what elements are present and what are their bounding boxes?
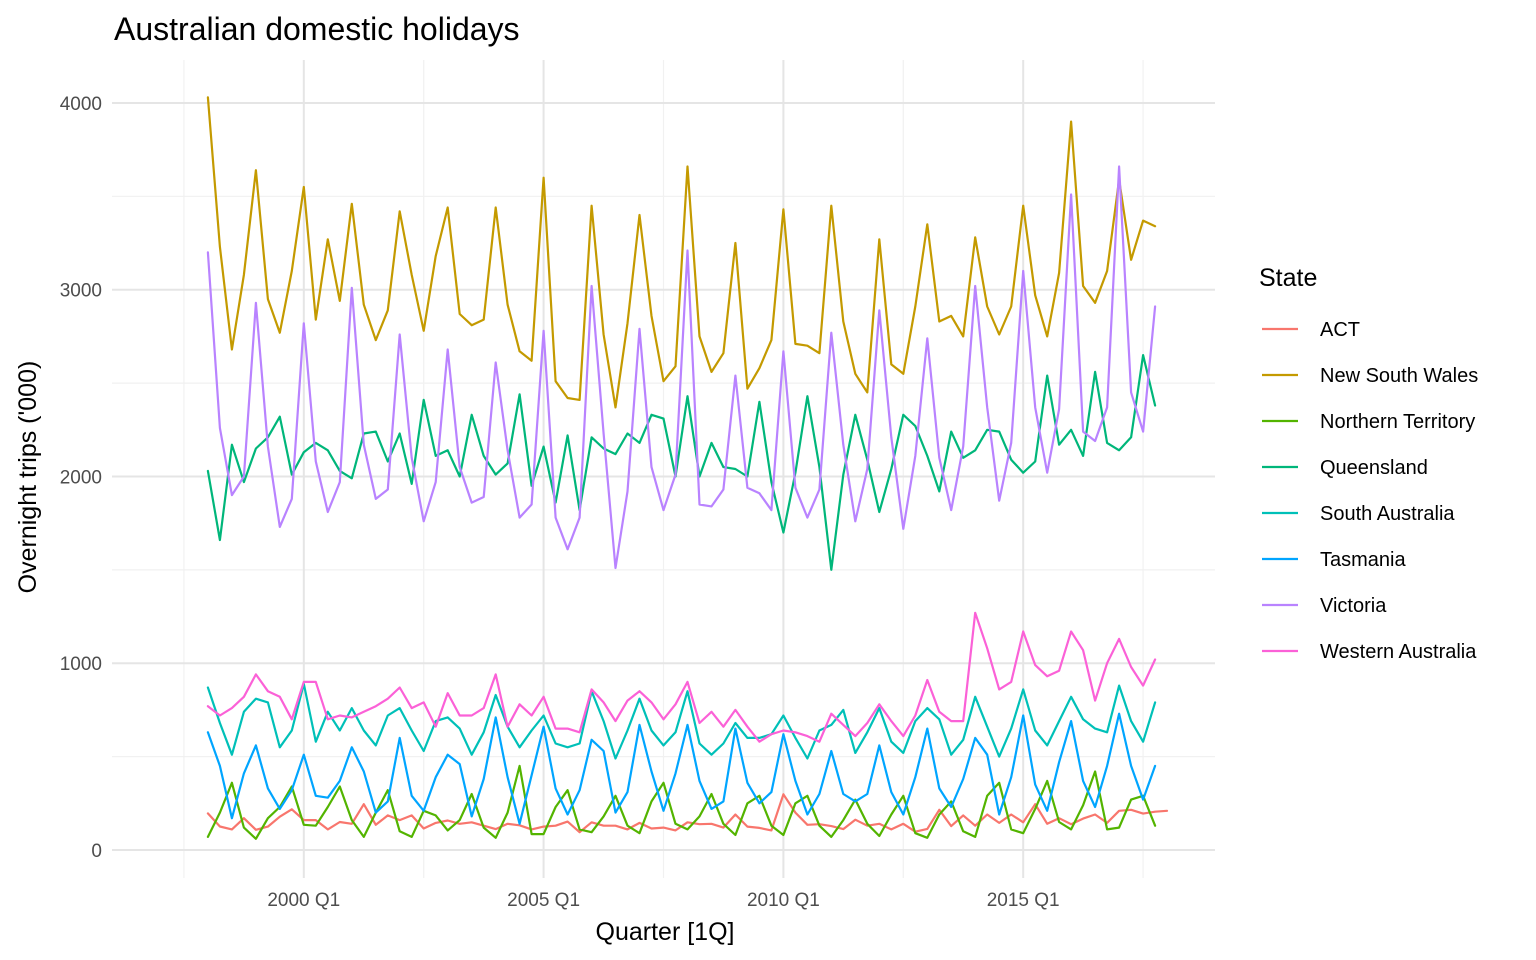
legend-label-queensland: Queensland [1320,457,1428,479]
x-tick-label: 2000 Q1 [267,890,340,911]
gridlines [112,60,1215,878]
series-line-queensland [206,354,1157,571]
y-tick-label: 1000 [60,654,102,675]
legend-title: State [1259,264,1317,292]
legend-label-victoria: Victoria [1320,595,1387,617]
legend-label-act: ACT [1320,319,1360,341]
legend: State ACT New South Wales Northern Territo… [1259,264,1478,663]
x-axis-title: Quarter [1Q] [596,918,735,946]
series-line-new-south-wales [206,96,1157,409]
y-axis-title: Overnight trips ('000) [14,361,42,594]
legend-label-northern-territory: Northern Territory [1320,411,1475,433]
legend-label-western-australia: Western Australia [1320,641,1477,663]
y-tick-label: 2000 [60,467,102,488]
series-line-south-australia [206,682,1157,760]
y-tick-label: 4000 [60,94,102,115]
series-line-tasmania [206,712,1157,825]
x-tick-labels: 2000 Q1 2005 Q1 2010 Q1 2015 Q1 [267,890,1059,911]
y-tick-labels: 0 1000 2000 3000 4000 [60,94,102,862]
legend-label-south-australia: South Australia [1320,503,1455,525]
x-tick-label: 2010 Q1 [747,890,820,911]
x-tick-label: 2015 Q1 [987,890,1060,911]
legend-items: ACT New South Wales Northern Territory Quee… [1262,319,1478,663]
series-line-northern-territory [206,764,1157,840]
legend-label-tasmania: Tasmania [1320,549,1406,571]
y-tick-label: 3000 [60,281,102,302]
x-tick-label: 2005 Q1 [507,890,580,911]
series-lines [206,96,1169,840]
chart-title: Australian domestic holidays [114,11,520,47]
series-line-victoria [206,165,1157,570]
legend-label-new-south-wales: New South Wales [1320,365,1478,387]
y-tick-label: 0 [91,841,102,862]
series-line-western-australia [206,611,1157,743]
